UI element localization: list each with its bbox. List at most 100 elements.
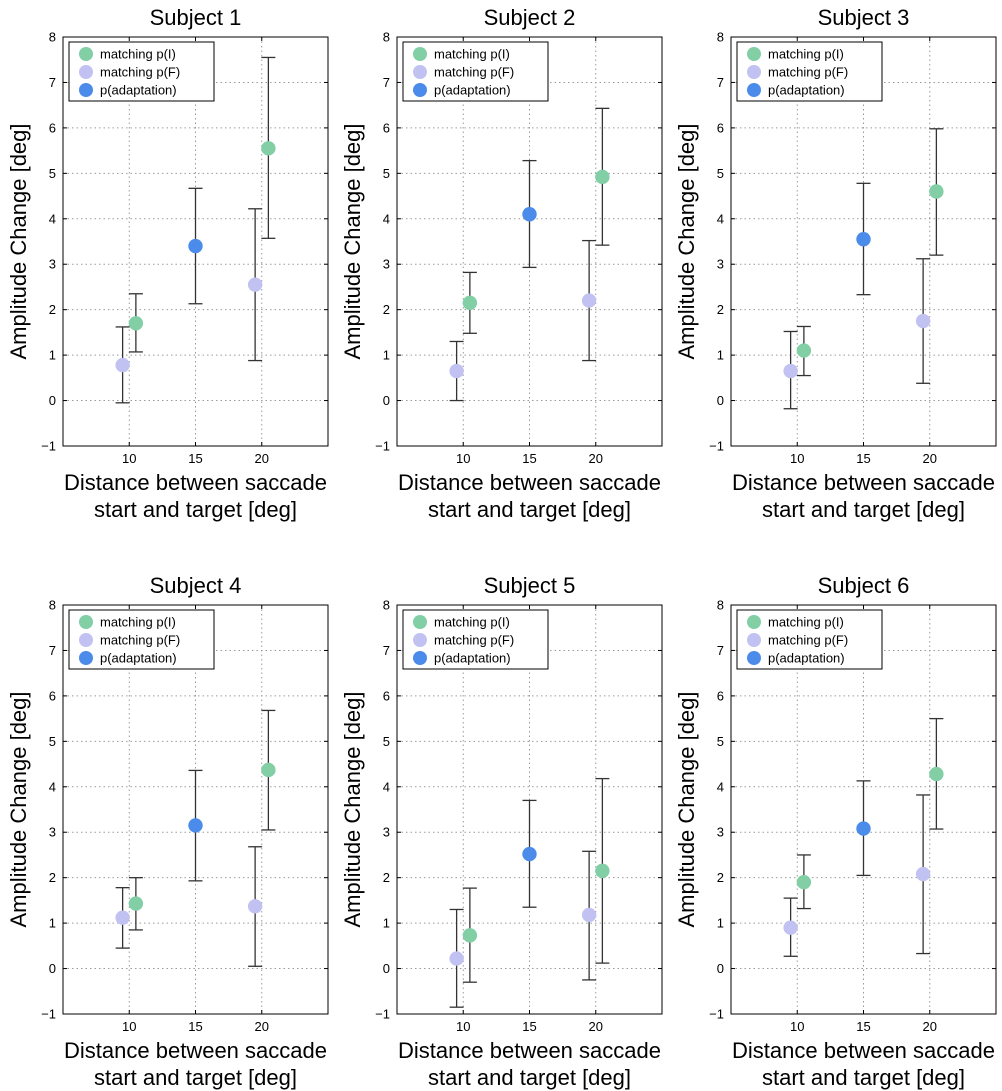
legend-label: matching p(F): [768, 65, 848, 80]
x-tick-label: 20: [589, 1019, 603, 1034]
y-tick-label: 3: [49, 825, 56, 840]
legend-label: matching p(F): [768, 633, 848, 648]
panel-title: Subject 3: [818, 5, 910, 30]
legend-label: matching p(I): [768, 615, 844, 630]
legend: matching p(I) matching p(F) p(adaptation): [68, 609, 215, 670]
y-tick-label: 5: [717, 166, 724, 181]
data-point: [595, 169, 610, 185]
panel-title: Subject 4: [150, 573, 242, 598]
y-tick-label: 5: [49, 734, 56, 749]
x-axis-label-line2: start and target [deg]: [428, 1065, 631, 1090]
data-point: [188, 238, 203, 254]
x-tick-label: 10: [122, 1019, 136, 1034]
x-tick-label: 20: [255, 451, 269, 466]
legend-marker: [413, 83, 427, 97]
y-axis-label: Amplitude Change [deg]: [340, 691, 365, 927]
x-tick-label: 20: [589, 451, 603, 466]
y-tick-label: 5: [49, 166, 56, 181]
x-tick-label: 15: [188, 451, 202, 466]
legend-marker: [413, 47, 427, 61]
panel-title: Subject 1: [150, 5, 242, 30]
y-tick-label: 1: [717, 916, 724, 931]
x-axis-label-line2: start and target [deg]: [428, 497, 631, 522]
x-tick-label: 10: [456, 451, 470, 466]
legend-label: p(adaptation): [768, 651, 845, 666]
data-point: [522, 207, 537, 222]
data-point: [449, 363, 464, 379]
y-tick-label: 3: [49, 257, 56, 272]
y-tick-label: 0: [717, 961, 724, 976]
x-tick-label: 20: [923, 451, 937, 466]
y-axis-label: Amplitude Change [deg]: [674, 691, 699, 927]
y-tick-label: 6: [49, 120, 56, 135]
legend-box: [736, 41, 883, 102]
data-point: [449, 951, 464, 966]
legend-marker: [413, 615, 427, 629]
data-point: [783, 920, 798, 935]
subject-5-panel: −1 0 1 2 3 4 5 6 7 8 10 15 20 Subject 5 Distance betwe…: [340, 573, 663, 1090]
legend-label: p(adaptation): [100, 651, 177, 666]
y-tick-label: 4: [383, 211, 390, 226]
data-point: [929, 184, 944, 199]
x-tick-label: 10: [790, 1019, 804, 1034]
x-axis-label-line2: start and target [deg]: [762, 1065, 965, 1090]
y-tick-label: 1: [383, 916, 390, 931]
y-tick-label: 1: [49, 348, 56, 363]
x-axis-label-line2: start and target [deg]: [94, 497, 297, 522]
x-axis-label-line1: Distance between saccade: [732, 1038, 995, 1063]
y-tick-label: −1: [41, 1007, 56, 1022]
legend-marker: [413, 633, 427, 647]
legend-label: matching p(I): [434, 47, 510, 62]
x-tick-label: 10: [790, 451, 804, 466]
legend-marker: [747, 83, 761, 97]
y-tick-label: 6: [717, 688, 724, 703]
legend-marker: [747, 47, 761, 61]
data-point: [261, 141, 276, 156]
legend: matching p(I) matching p(F) p(adaptation): [736, 609, 883, 670]
data-point: [462, 295, 478, 311]
legend-marker: [747, 615, 761, 629]
x-tick-label: 10: [456, 1019, 470, 1034]
data-point: [188, 818, 203, 833]
x-axis-label-line1: Distance between saccade: [398, 1038, 661, 1063]
y-tick-label: 0: [383, 961, 390, 976]
x-tick-label: 15: [522, 451, 536, 466]
data-point: [115, 357, 130, 373]
data-point: [915, 866, 931, 882]
y-tick-label: 8: [49, 598, 56, 613]
legend-marker: [79, 83, 93, 97]
x-tick-label: 20: [923, 1019, 937, 1034]
y-tick-label: 3: [383, 257, 390, 272]
legend-label: matching p(I): [100, 615, 176, 630]
data-point: [796, 343, 812, 358]
y-tick-label: 7: [49, 643, 56, 658]
y-tick-label: 7: [717, 75, 724, 90]
legend: matching p(I) matching p(F) p(adaptation): [402, 609, 549, 670]
subject-4-panel: −1 0 1 2 3 4 5 6 7 8 10 15 20 Subject 4 Distance betwe…: [6, 573, 329, 1090]
x-tick-label: 15: [522, 1019, 536, 1034]
legend-box: [402, 609, 549, 670]
y-tick-label: 2: [717, 302, 724, 317]
legend-box: [68, 609, 215, 670]
data-point: [247, 277, 263, 292]
legend-box: [68, 41, 215, 102]
data-point: [581, 907, 597, 923]
legend-marker: [79, 651, 93, 665]
y-tick-label: 3: [717, 257, 724, 272]
y-tick-label: 1: [383, 348, 390, 363]
y-tick-label: 6: [383, 120, 390, 135]
data-point: [462, 928, 478, 943]
y-tick-label: −1: [375, 1007, 390, 1022]
y-tick-label: 7: [383, 75, 390, 90]
y-tick-label: 0: [49, 961, 56, 976]
legend-marker: [79, 47, 93, 61]
legend-marker: [747, 651, 761, 665]
legend-label: p(adaptation): [434, 83, 511, 98]
y-tick-label: 4: [383, 779, 390, 794]
y-tick-label: 0: [49, 393, 56, 408]
x-axis-label-line1: Distance between saccade: [64, 1038, 327, 1063]
x-axis-label-line2: start and target [deg]: [762, 497, 965, 522]
data-point: [929, 766, 944, 782]
x-tick-label: 15: [188, 1019, 202, 1034]
